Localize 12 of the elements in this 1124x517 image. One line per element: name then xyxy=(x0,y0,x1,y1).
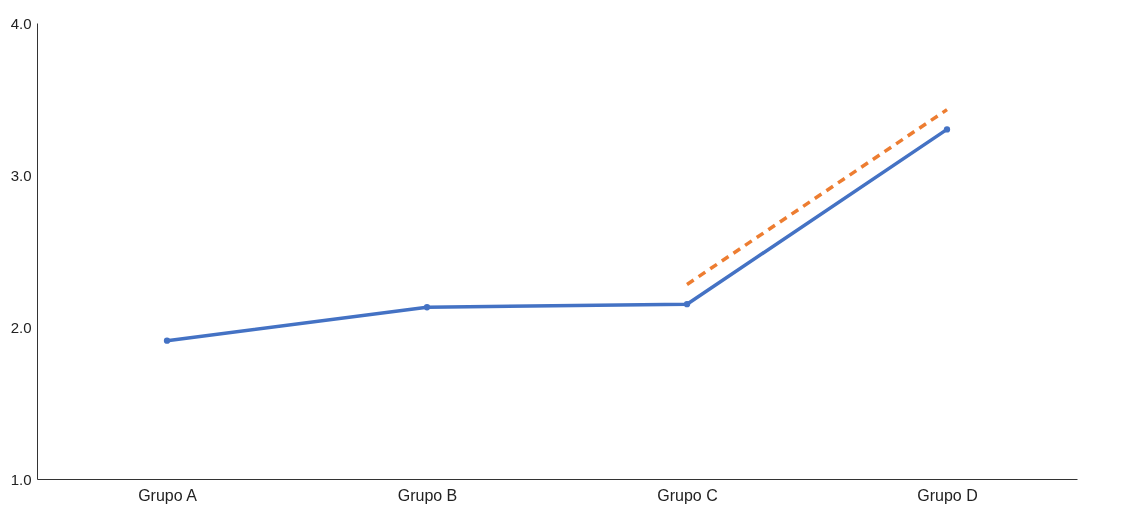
x-tick-label: Grupo D xyxy=(917,486,978,504)
x-tick-label: Grupo B xyxy=(397,486,458,504)
point xyxy=(943,126,951,133)
point xyxy=(163,337,171,344)
y-tick-label: 2.0 xyxy=(10,318,32,336)
y-tick-label: 1.0 xyxy=(10,470,32,488)
point xyxy=(423,304,431,311)
x-tick-label: Grupo A xyxy=(138,486,198,504)
x-tick-label: Grupo C xyxy=(657,486,718,504)
y-tick-label: 4.0 xyxy=(10,14,32,32)
point xyxy=(683,301,691,308)
y-tick-label: 3.0 xyxy=(10,166,32,184)
